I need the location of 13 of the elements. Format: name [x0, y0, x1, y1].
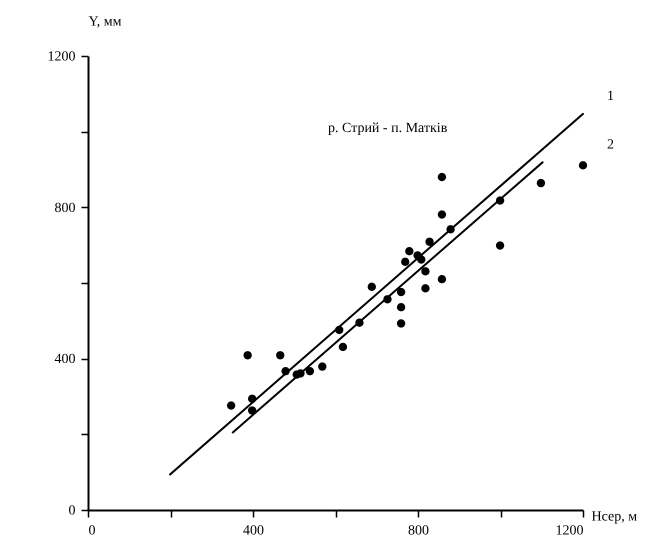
y-tick-label: 800: [54, 200, 76, 216]
x-tick-label: 400: [243, 524, 264, 538]
x-tick-label: 1200: [556, 524, 584, 538]
y-tick-label: 0: [68, 504, 76, 518]
text: 2: [607, 137, 614, 152]
x-axis-title: Hсер, м: [592, 510, 638, 524]
x-tick-label: 800: [408, 524, 429, 538]
y-tick-label: 1200: [48, 50, 76, 64]
x-tick-label: 0: [88, 524, 96, 538]
annotation: р. Стрий - п. Матків: [328, 121, 448, 136]
y-axis-title: Y, мм: [88, 14, 122, 30]
series-label: 1: [607, 88, 614, 104]
y-tick-label: 400: [54, 352, 76, 368]
